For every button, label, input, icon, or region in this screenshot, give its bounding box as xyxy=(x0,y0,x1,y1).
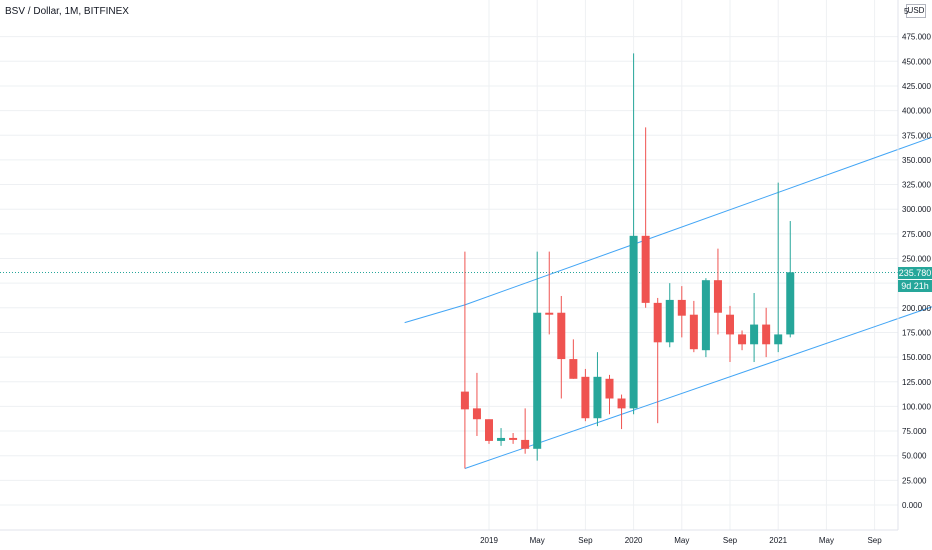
candle-body xyxy=(762,324,771,345)
candle-body xyxy=(593,376,602,419)
time-tick-label: Sep xyxy=(723,536,738,545)
price-tick-label: 350.000 xyxy=(902,156,931,165)
candle xyxy=(533,251,542,461)
candle-body xyxy=(509,437,518,440)
price-tick-label: 400.000 xyxy=(902,107,931,116)
price-tick-label: 475.000 xyxy=(902,33,931,42)
time-tick-label: Sep xyxy=(867,536,882,545)
candle-body xyxy=(786,272,795,335)
candle-body xyxy=(557,312,566,360)
candle xyxy=(617,394,626,430)
price-tick-label: 175.000 xyxy=(902,328,931,337)
candle xyxy=(557,295,566,399)
candle xyxy=(665,283,674,348)
last-price-badge: 235.780 xyxy=(898,266,932,279)
candle xyxy=(713,248,722,335)
trend-channel xyxy=(404,136,932,469)
candle xyxy=(726,305,734,363)
candle-body xyxy=(750,324,759,345)
time-tick-label: 2019 xyxy=(480,536,498,545)
price-tick-label: 450.000 xyxy=(902,57,931,66)
candle-body xyxy=(665,299,674,343)
price-tick-label: 25.000 xyxy=(902,476,927,485)
candle-body xyxy=(701,280,710,351)
price-tick-label: 50.000 xyxy=(902,452,927,461)
candle xyxy=(605,374,614,415)
chart-title: BSV / Dollar, 1M, BITFINEX xyxy=(5,6,129,17)
candle-body xyxy=(605,378,614,399)
candle xyxy=(460,251,469,469)
candle-body xyxy=(581,376,590,419)
candle-body xyxy=(521,439,530,449)
candle-body xyxy=(545,312,554,315)
candle xyxy=(677,286,686,338)
channel-line-extension xyxy=(404,304,466,324)
price-tick-label: 150.000 xyxy=(902,353,931,362)
candle-body xyxy=(774,334,783,345)
currency-button[interactable]: USD xyxy=(906,4,926,18)
candle xyxy=(485,419,493,444)
price-tick-label: 425.000 xyxy=(902,82,931,91)
candle-body xyxy=(460,391,469,410)
candlestick-series xyxy=(460,53,795,469)
candle xyxy=(509,433,518,444)
candle xyxy=(774,182,783,353)
price-axis-partial-label: 5 xyxy=(904,7,909,16)
candle xyxy=(497,428,506,446)
candle xyxy=(581,368,590,422)
candle-body xyxy=(689,314,698,350)
candle-body xyxy=(569,359,578,379)
candle xyxy=(641,127,650,308)
time-tick-label: Sep xyxy=(578,536,593,545)
price-tick-label: 275.000 xyxy=(902,230,931,239)
candle-body xyxy=(533,312,542,449)
time-tick-label: 2021 xyxy=(769,536,787,545)
candle xyxy=(701,278,710,358)
candle xyxy=(521,408,530,454)
candle-body xyxy=(485,419,493,441)
price-tick-label: 325.000 xyxy=(902,181,931,190)
price-tick-label: 375.000 xyxy=(902,131,931,140)
price-tick-label: 0.000 xyxy=(902,501,923,510)
candle xyxy=(653,297,662,424)
candle-body xyxy=(497,437,506,441)
candle xyxy=(593,352,602,427)
channel-line-lower xyxy=(464,306,932,469)
candle xyxy=(738,330,747,351)
candle xyxy=(629,53,638,415)
candle-body xyxy=(738,334,747,345)
countdown-badge: 9d 21h xyxy=(898,279,932,292)
candle-body xyxy=(617,398,626,409)
candle xyxy=(545,251,554,335)
time-axis: 2019 May Sep 2020 May Sep 2021 May Sep xyxy=(480,536,882,545)
price-tick-label: 125.000 xyxy=(902,378,931,387)
candle-body xyxy=(713,280,722,313)
price-tick-label: 250.000 xyxy=(902,255,931,264)
price-tick-label: 75.000 xyxy=(902,427,927,436)
candle xyxy=(569,339,578,379)
channel-line-upper xyxy=(464,136,932,306)
candle-body xyxy=(629,235,638,409)
price-tick-label: 100.000 xyxy=(902,402,931,411)
time-tick-label: 2020 xyxy=(625,536,643,545)
price-tick-label: 300.000 xyxy=(902,205,931,214)
candle-body xyxy=(653,302,662,343)
grid-lines xyxy=(0,0,898,530)
candle xyxy=(689,300,698,353)
candle-body xyxy=(677,299,686,316)
time-tick-label: May xyxy=(530,536,545,545)
price-tick-label: 200.000 xyxy=(902,304,931,313)
candle-body xyxy=(472,408,481,420)
candle-body xyxy=(726,314,734,335)
candle-body xyxy=(641,235,650,303)
candle xyxy=(472,372,481,436)
time-tick-label: May xyxy=(674,536,689,545)
candle xyxy=(762,307,771,358)
candle xyxy=(786,221,795,338)
candle xyxy=(750,293,759,363)
time-tick-label: May xyxy=(819,536,834,545)
